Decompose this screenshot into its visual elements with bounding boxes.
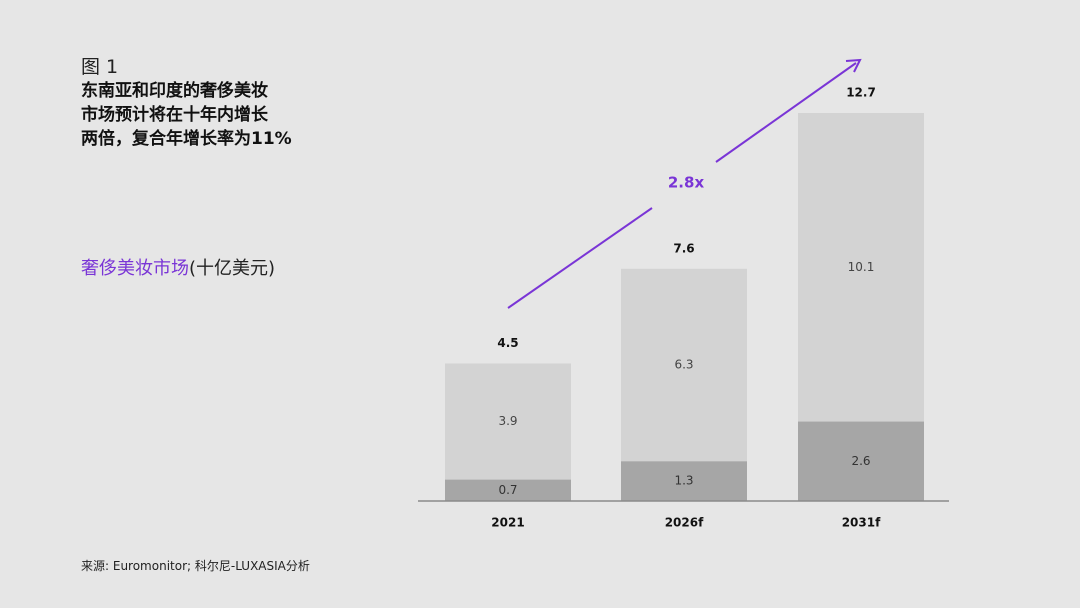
title-line-3: 两倍，复合年增长率为11% [81, 129, 292, 149]
segment-label-upper-2026f: 6.3 [674, 358, 693, 372]
chart-title: 东南亚和印度的奢侈美妆 市场预计将在十年内增长 两倍，复合年增长率为11% [81, 79, 341, 151]
x-tick-label-2031f: 2031f [842, 516, 881, 530]
segment-label-lower-2026f: 1.3 [674, 474, 693, 488]
growth-arrow-head [845, 58, 862, 73]
bar-upper-2021 [445, 363, 571, 480]
growth-arrow-lower [507, 207, 653, 309]
subtitle-unit: (十亿美元) [189, 258, 276, 279]
segment-label-lower-2031f: 2.6 [851, 454, 870, 468]
title-line-1: 东南亚和印度的奢侈美妆 [81, 81, 268, 101]
subtitle-market: 奢侈美妆市场 [81, 258, 189, 279]
x-tick-label-2026f: 2026f [665, 516, 704, 530]
bar-upper-2031f [798, 113, 924, 422]
growth-arrow-upper [715, 62, 857, 163]
bar-upper-2026f [621, 268, 747, 462]
bar-lower-2031f [798, 421, 924, 501]
total-label-2031f: 12.7 [846, 86, 876, 100]
bar-lower-2021 [445, 479, 571, 501]
source-note: 来源: Euromonitor; 科尔尼-LUXASIA分析 [81, 559, 310, 573]
total-label-2026f: 7.6 [673, 241, 694, 255]
segment-label-upper-2021: 3.9 [498, 414, 517, 428]
segment-label-lower-2021: 0.7 [498, 483, 517, 497]
title-line-2: 市场预计将在十年内增长 [81, 105, 268, 125]
figure-label: 图 1 [81, 56, 119, 78]
bar-lower-2026f [621, 461, 747, 501]
x-tick-label-2021: 2021 [491, 516, 524, 530]
growth-multiplier-label: 2.8x [668, 174, 705, 192]
chart-subtitle: 奢侈美妆市场(十亿美元) [81, 257, 275, 281]
total-label-2021: 4.5 [497, 336, 518, 350]
segment-label-upper-2031f: 10.1 [848, 260, 875, 274]
